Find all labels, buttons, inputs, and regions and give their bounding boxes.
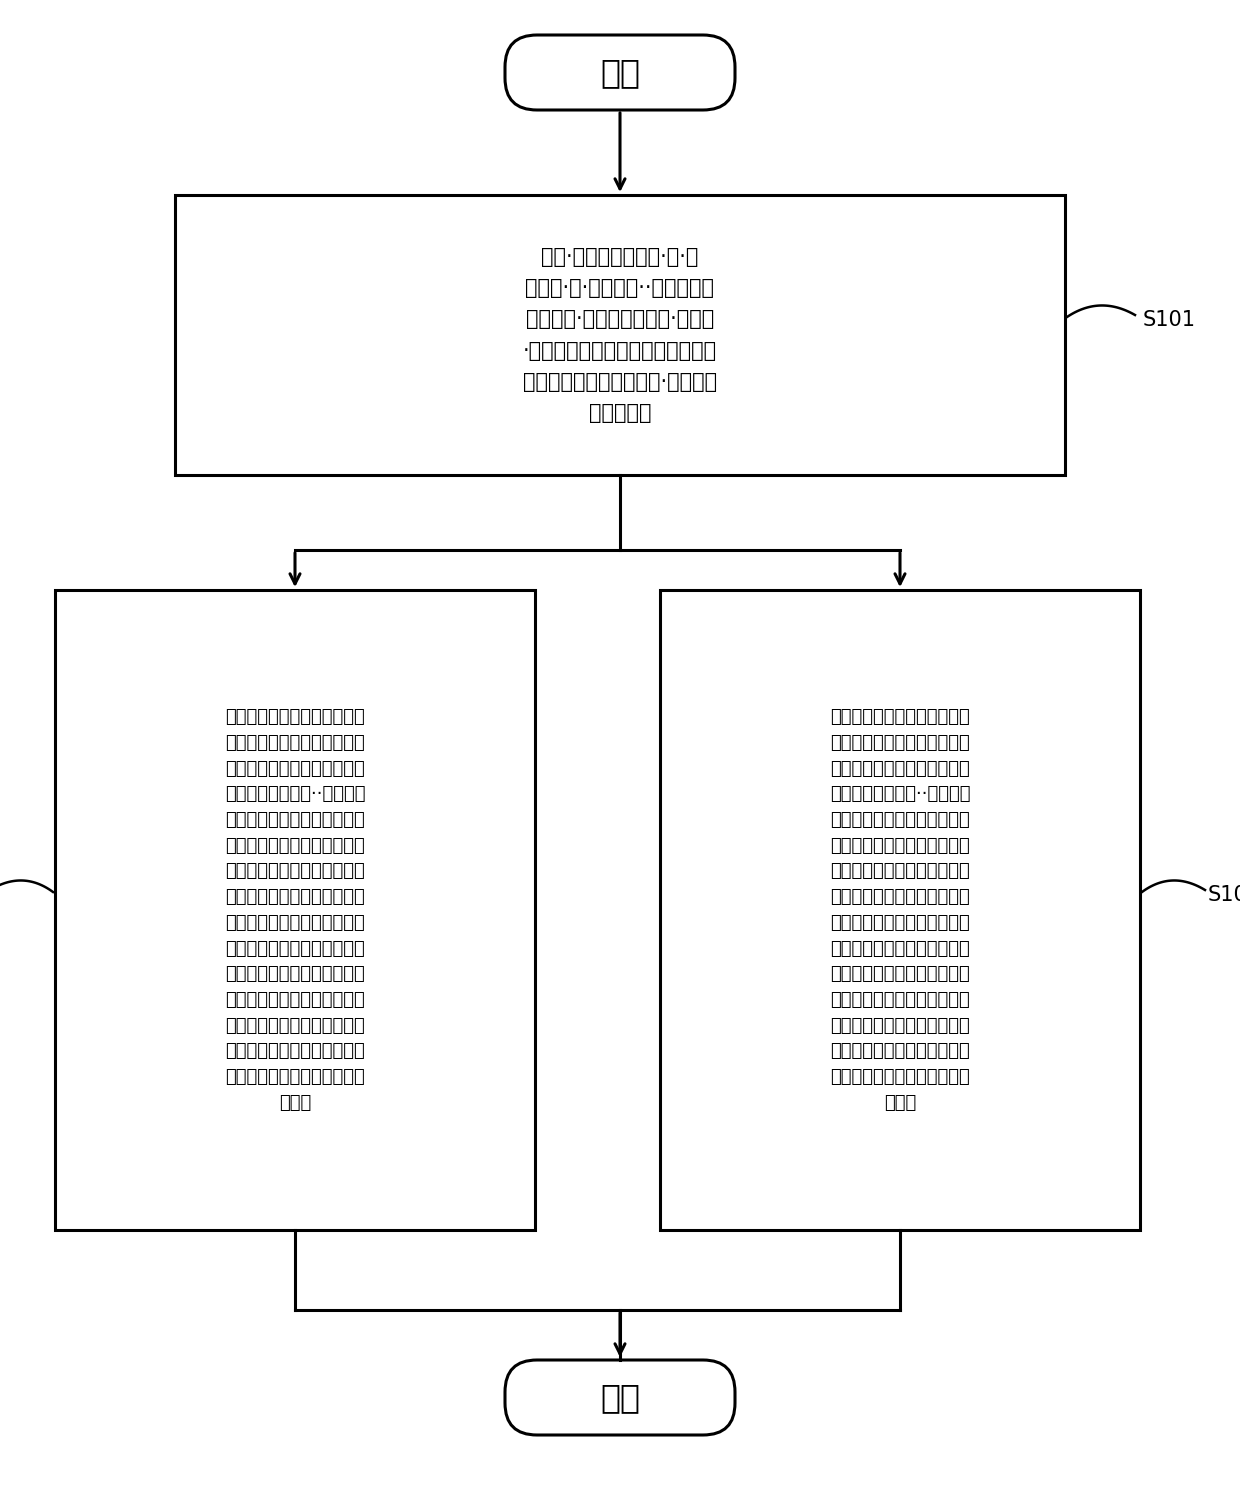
FancyBboxPatch shape (505, 34, 735, 110)
Bar (660, 590, 1140, 1231)
Text: 侦测·电子设备载盘沿·第·传
送带全·第·位置时，··控制系统启
动所述第·传送带之所述第·位置旁
·第一升降台，将所述电子设备载盘
抬升至一第二位置，等待·取: 侦测·电子设备载盘沿·第·传 送带全·第·位置时，··控制系统启 动所述第·传送… (523, 247, 717, 423)
Text: 接收一第二指令，所述控制系
统启动所述第三传送带之一第
五位置旁一第三升降台，所述
第三升降台抬升至··第六位置
，所述取放系统将所述机柜测
试系统之所述机架上: 接收一第二指令，所述控制系 统启动所述第三传送带之一第 五位置旁一第三升降台，所… (224, 708, 366, 1112)
Text: 结束: 结束 (600, 1381, 640, 1414)
FancyBboxPatch shape (505, 1360, 735, 1435)
Bar (175, 195, 1065, 475)
Text: 开始: 开始 (600, 57, 640, 89)
Bar (55, 590, 534, 1231)
Text: S101: S101 (1143, 310, 1197, 329)
Text: 接收一第一指令，所述控制系
统启动所述第二传送带之一第
三位置旁一第二升降台，所述
第二升降台抬升至··第四位置
，所述取放系统将所述机柜测
试系统之所述机架上: 接收一第一指令，所述控制系 统启动所述第二传送带之一第 三位置旁一第二升降台，所… (830, 708, 970, 1112)
Text: S102-1: S102-1 (1208, 885, 1240, 904)
